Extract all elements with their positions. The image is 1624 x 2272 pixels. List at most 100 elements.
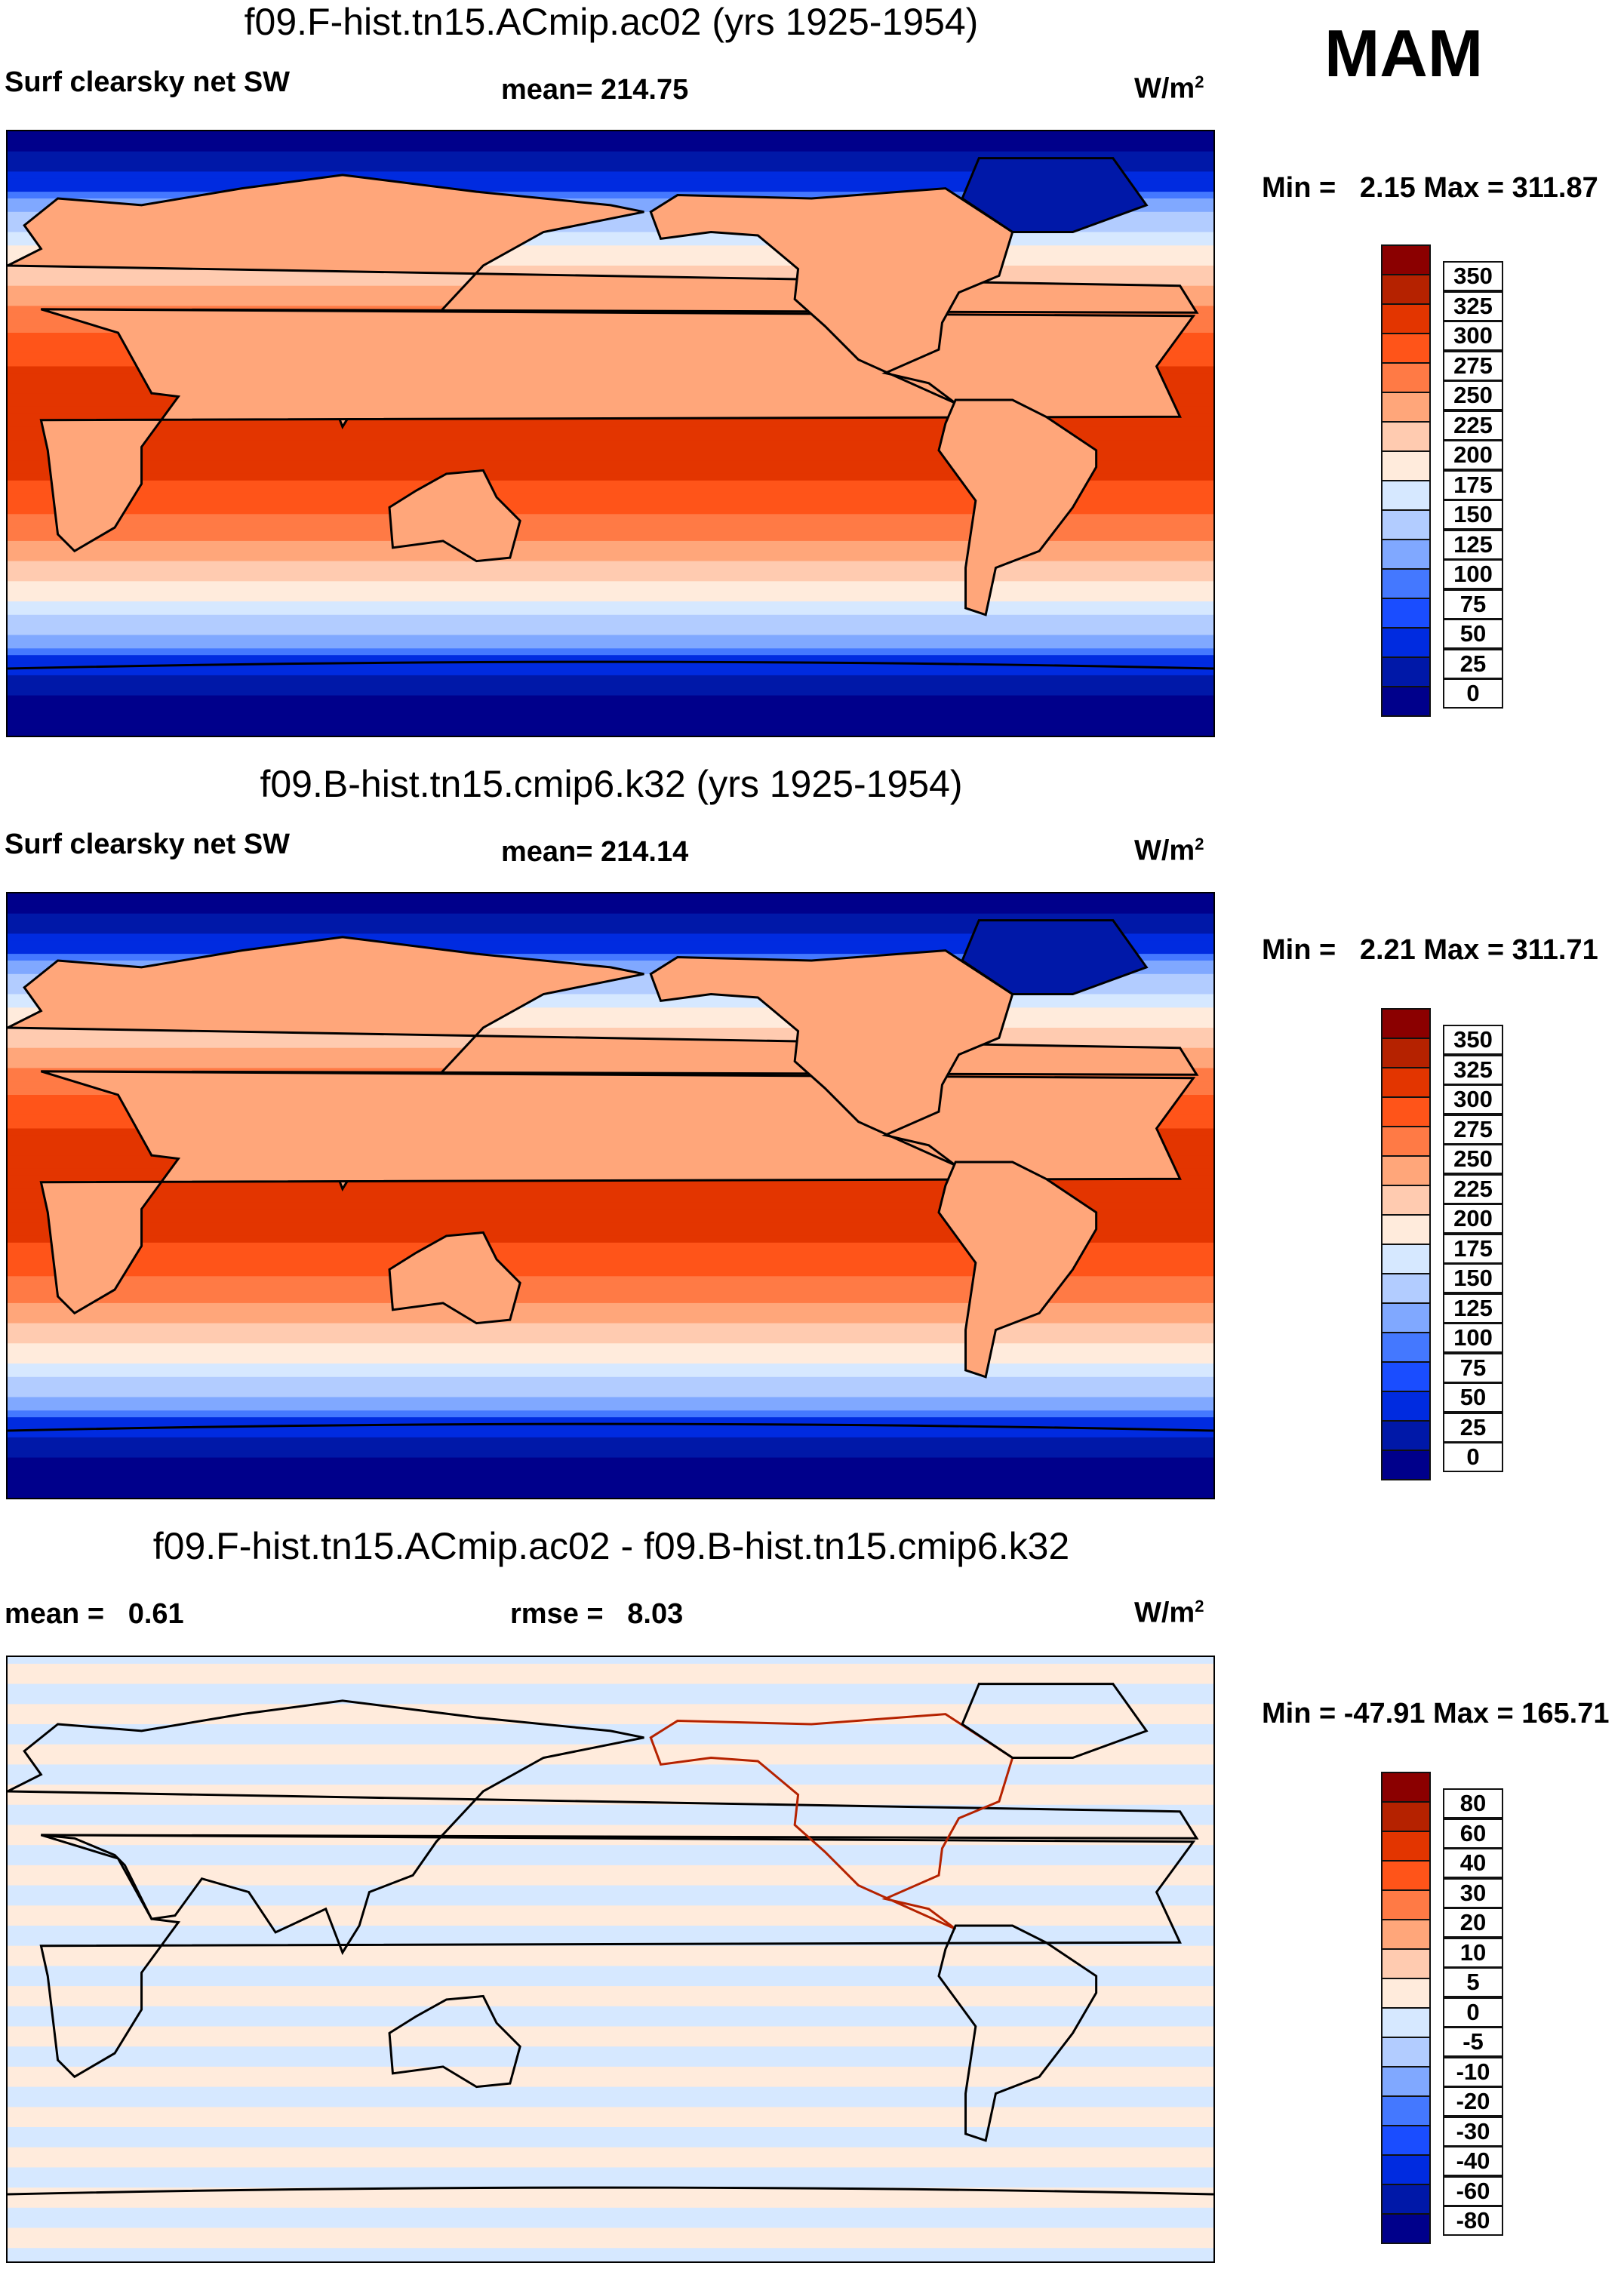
colorbar-tick-label: 80	[1443, 1788, 1503, 1819]
latitude-band	[8, 198, 1213, 206]
latitude-band	[8, 1484, 1213, 1492]
colorbar-swatch	[1381, 1126, 1431, 1157]
colorbar-tick-label: 250	[1443, 1144, 1503, 1174]
latitude-band	[8, 2241, 1213, 2249]
colorbar-tick-label: 200	[1443, 1204, 1503, 1234]
latitude-band	[8, 688, 1213, 696]
latitude-band	[8, 581, 1213, 589]
latitude-band	[8, 940, 1213, 948]
latitude-band	[8, 1330, 1213, 1337]
latitude-band	[8, 614, 1213, 623]
colorbar-tick-label: 150	[1443, 1263, 1503, 1293]
latitude-band	[8, 1966, 1213, 1973]
colorbar-tick-label: 40	[1443, 1848, 1503, 1878]
colorbar-tick-label: 100	[1443, 559, 1503, 589]
latitude-band	[8, 1905, 1213, 1913]
panel3-map	[6, 1656, 1215, 2263]
latitude-band	[8, 1730, 1213, 1739]
latitude-band	[8, 2046, 1213, 2054]
latitude-band	[8, 595, 1213, 602]
latitude-band	[8, 2194, 1213, 2202]
latitude-band	[8, 648, 1213, 656]
latitude-band	[8, 1028, 1213, 1035]
colorbar-tick-label: 60	[1443, 1818, 1503, 1849]
latitude-band	[8, 1912, 1213, 1920]
latitude-band	[8, 2026, 1213, 2034]
latitude-band	[8, 151, 1213, 159]
latitude-band	[8, 447, 1213, 454]
latitude-band	[8, 1269, 1213, 1277]
latitude-band	[8, 1014, 1213, 1022]
latitude-band	[8, 225, 1213, 232]
latitude-band	[8, 2033, 1213, 2040]
colorbar-swatch	[1381, 1391, 1431, 1422]
panel2-minmax: Min = 2.21 Max = 311.71	[1262, 934, 1598, 966]
latitude-band	[8, 1945, 1213, 1954]
latitude-band	[8, 1757, 1213, 1765]
colorbar-tick-label: 225	[1443, 410, 1503, 441]
colorbar-tick-label: 0	[1443, 678, 1503, 709]
latitude-band	[8, 621, 1213, 629]
latitude-band	[8, 1952, 1213, 1960]
latitude-band	[8, 1979, 1213, 1987]
colorbar-swatch	[1381, 2125, 1431, 2156]
latitude-band	[8, 1791, 1213, 1799]
latitude-band	[8, 2060, 1213, 2068]
colorbar-tick-label: 125	[1443, 529, 1503, 560]
colorbar-swatch	[1381, 303, 1431, 334]
colorbar-tick-label: 100	[1443, 1323, 1503, 1353]
latitude-band	[8, 1443, 1213, 1452]
colorbar-swatch	[1381, 1978, 1431, 2009]
colorbar-swatch	[1381, 656, 1431, 687]
panel1-title: f09.F-hist.tn15.ACmip.ac02 (yrs 1925-195…	[244, 1, 979, 43]
colorbar-tick-label: 350	[1443, 261, 1503, 291]
latitude-band	[8, 1697, 1213, 1705]
colorbar-swatch	[1381, 627, 1431, 658]
latitude-band	[8, 561, 1213, 568]
latitude-band	[8, 1683, 1213, 1691]
continent-outline	[961, 1683, 1149, 1759]
latitude-band	[8, 1852, 1213, 1859]
latitude-band	[8, 722, 1213, 730]
latitude-band	[8, 1417, 1213, 1425]
latitude-band	[8, 2207, 1213, 2215]
latitude-band	[8, 1491, 1213, 1498]
latitude-band	[8, 2127, 1213, 2135]
antarctica-coast	[8, 660, 1213, 670]
latitude-band	[8, 480, 1213, 488]
latitude-band	[8, 1316, 1213, 1324]
colorbar-swatch	[1381, 2213, 1431, 2244]
latitude-band	[8, 164, 1213, 172]
latitude-band	[8, 554, 1213, 562]
colorbar-tick-label: -80	[1443, 2206, 1503, 2236]
latitude-band	[8, 1724, 1213, 1732]
latitude-band	[8, 1938, 1213, 1947]
panel3-mean: mean = 0.61	[5, 1598, 184, 1630]
colorbar-swatch	[1381, 2095, 1431, 2126]
latitude-band	[8, 1290, 1213, 1297]
latitude-band	[8, 1007, 1213, 1015]
antarctica-coast	[8, 2186, 1213, 2196]
season-label: MAM	[1324, 16, 1484, 91]
panel2-variable: Surf clearsky net SW	[5, 829, 291, 860]
latitude-band	[8, 1437, 1213, 1445]
latitude-band	[8, 1892, 1213, 1899]
colorbar-tick-label: 325	[1443, 291, 1503, 321]
latitude-band	[8, 2140, 1213, 2148]
colorbar-swatch	[1381, 2066, 1431, 2097]
latitude-band	[8, 540, 1213, 549]
colorbar-swatch	[1381, 1948, 1431, 1979]
colorbar-tick-label: 200	[1443, 440, 1503, 470]
latitude-band	[8, 574, 1213, 582]
latitude-band	[8, 1878, 1213, 1886]
colorbar-swatch	[1381, 1919, 1431, 1950]
panel1-mean: mean= 214.75	[501, 74, 689, 106]
colorbar-swatch	[1381, 2007, 1431, 2038]
colorbar-tick-label: 175	[1443, 469, 1503, 500]
panel2-colorbar: 350 325 300 275 250 225 200 175 150 125 100 75 50 25 0	[1381, 1008, 1503, 1480]
latitude-band	[8, 521, 1213, 528]
latitude-band	[8, 1350, 1213, 1357]
latitude-band	[8, 2100, 1213, 2108]
latitude-band	[8, 655, 1213, 663]
colorbar-swatch	[1381, 1332, 1431, 1363]
